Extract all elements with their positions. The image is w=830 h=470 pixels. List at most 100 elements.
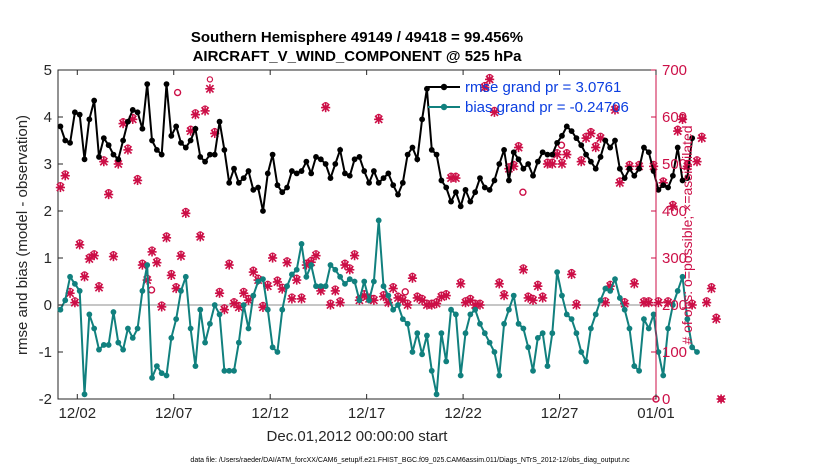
bias-point: [288, 271, 295, 278]
rmse-point: [216, 118, 223, 125]
bias-point: [332, 266, 339, 273]
rmse-point: [293, 170, 300, 177]
right-axis: 0 100 200 300 400 500 600 700: [651, 62, 687, 408]
bias-point: [279, 306, 286, 313]
possible-count-marker: [259, 301, 267, 309]
possible-count-marker: [375, 113, 382, 121]
possible-count-marker: [708, 283, 715, 290]
rmse-point: [496, 161, 503, 167]
possible-count-marker: [206, 76, 214, 83]
rmse-point: [231, 165, 237, 172]
possible-count-marker: [534, 280, 542, 288]
bias-point: [539, 330, 546, 337]
rmse-point: [467, 198, 474, 205]
bias-point: [626, 325, 633, 332]
possible-count-marker: [549, 158, 556, 165]
possible-count-marker: [201, 105, 209, 112]
possible-count-marker: [679, 113, 686, 121]
possible-count-marker: [496, 278, 503, 285]
possible-count-marker: [563, 149, 570, 156]
possible-count-marker: [592, 141, 599, 149]
bias-point: [366, 297, 372, 304]
bias-point: [346, 276, 353, 283]
bias-point: [433, 391, 440, 398]
bias-point: [457, 372, 464, 379]
possible-count-marker: [664, 297, 672, 304]
possible-count-marker: [148, 246, 156, 253]
bias-point: [105, 342, 112, 348]
rmse-point: [67, 139, 73, 146]
bias-point: [327, 262, 334, 268]
bias-point: [231, 367, 237, 374]
bias-point: [486, 339, 493, 346]
bias-point: [115, 339, 122, 346]
rmse-point: [284, 184, 290, 191]
rmse-point: [679, 177, 686, 184]
y-tick-label-right: 0: [662, 391, 670, 408]
bias-point: [202, 339, 208, 346]
possible-count-marker: [110, 251, 117, 258]
possible-count-marker: [346, 264, 353, 271]
bias-point: [554, 269, 561, 275]
bias-point: [250, 292, 257, 299]
rmse-point: [375, 179, 382, 186]
bias-point: [472, 306, 479, 313]
bias-point: [168, 335, 175, 341]
bias-point: [641, 316, 647, 322]
rmse-point: [86, 116, 93, 123]
bias-point: [650, 311, 657, 318]
bias-point: [689, 344, 696, 351]
rmse-point: [240, 175, 247, 182]
rmse-point: [385, 170, 392, 177]
rmse-series: [57, 81, 696, 214]
possible-count-marker: [172, 283, 180, 290]
left-axis: -2 -1 0 1 2 3 4 5: [39, 62, 63, 408]
rmse-point: [597, 154, 604, 160]
rmse-point: [645, 149, 652, 156]
rmse-point: [346, 172, 353, 179]
rmse-point: [96, 154, 102, 160]
possible-count-marker: [245, 294, 252, 302]
possible-count-marker: [62, 170, 69, 177]
rmse-point: [327, 175, 334, 182]
rmse-point: [337, 147, 344, 153]
bias-point: [477, 320, 483, 327]
rmse-point: [660, 182, 667, 189]
rmse-point: [462, 186, 469, 193]
y-tick-label-left: 4: [44, 109, 52, 126]
rmse-point: [438, 177, 445, 184]
plot-area: [57, 69, 657, 400]
possible-count-marker: [467, 294, 474, 302]
possible-count-marker: [553, 149, 561, 156]
bias-point: [91, 325, 98, 332]
rmse-point: [134, 109, 141, 116]
possible-count-marker: [394, 292, 402, 299]
bias-point: [76, 288, 83, 294]
rmse-point: [187, 137, 194, 144]
bias-point: [684, 316, 691, 322]
rmse-point: [62, 137, 69, 144]
rmse-point: [520, 165, 527, 172]
possible-count-marker: [674, 125, 681, 132]
possible-count-marker: [264, 280, 271, 288]
rmse-point: [395, 191, 401, 198]
possible-count-marker: [139, 259, 146, 266]
rmse-point: [530, 172, 536, 179]
y-tick-label-right: 500: [662, 156, 687, 173]
bias-point: [182, 273, 189, 280]
bias-point: [351, 278, 358, 285]
bias-point: [515, 320, 522, 327]
possible-count-marker: [197, 231, 204, 238]
x-tick-label: 01/01: [637, 405, 675, 422]
possible-count-marker: [389, 283, 397, 290]
bias-point: [679, 273, 686, 280]
bias-point: [395, 302, 401, 308]
possible-count-marker: [645, 297, 652, 304]
possible-count-marker: [568, 268, 575, 276]
rmse-point: [669, 172, 676, 179]
bias-point: [645, 325, 652, 332]
bias-point: [125, 325, 131, 332]
rmse-point: [370, 168, 377, 174]
bias-point: [245, 325, 252, 332]
bias-point: [67, 273, 73, 280]
